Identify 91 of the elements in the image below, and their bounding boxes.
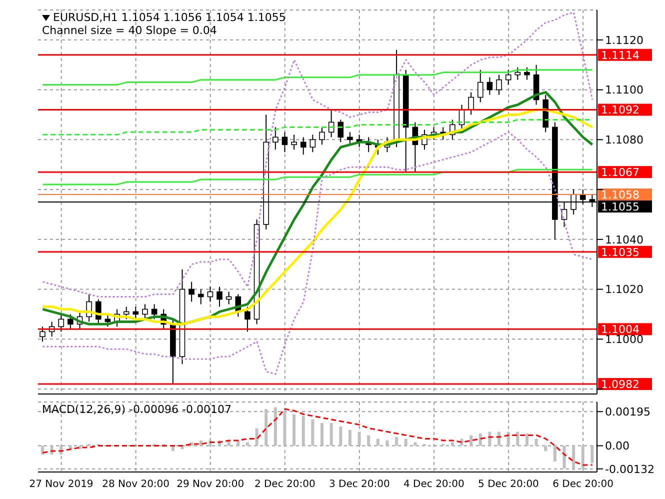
bar <box>274 407 277 446</box>
candlestick <box>198 288 204 305</box>
bar <box>470 435 473 446</box>
candlestick <box>244 306 250 332</box>
bar <box>572 446 576 470</box>
bar <box>478 434 482 446</box>
candlestick <box>338 119 344 143</box>
bar <box>283 410 286 446</box>
candlestick <box>40 326 46 342</box>
candlestick <box>291 134 297 150</box>
x-tick-label: 29 Nov 20:00 <box>176 479 244 490</box>
candlestick <box>207 286 214 302</box>
x-tick-label: 4 Dec 20:00 <box>404 479 464 490</box>
candlestick <box>142 304 148 320</box>
bar <box>367 435 370 446</box>
text: Channel size = 40 Slope = 0.04 <box>42 24 218 37</box>
x-tick-label: 27 Nov 2019 <box>29 479 94 490</box>
bar <box>180 446 184 450</box>
line-series <box>42 131 594 375</box>
candlestick <box>151 304 158 320</box>
bar <box>488 432 492 446</box>
bar <box>516 432 520 446</box>
bar <box>255 428 258 446</box>
candlestick <box>68 314 74 330</box>
ref-line-label: 1.1067 <box>601 166 640 180</box>
bar <box>534 438 538 446</box>
candlestick <box>496 74 502 96</box>
y-tick-label: 1.1100 <box>605 84 644 97</box>
bar <box>386 440 389 446</box>
candlestick <box>272 126 278 150</box>
candlestick <box>514 66 521 80</box>
y-tick-label: 0.00 <box>605 440 630 453</box>
ref-line-label: 1.0982 <box>601 378 640 392</box>
bar <box>553 446 556 462</box>
candlestick <box>300 136 306 156</box>
ref-line-label: 1.1035 <box>601 246 640 259</box>
candlestick <box>282 132 288 153</box>
y-tick-label: 0.00195 <box>605 406 650 419</box>
candlestick <box>524 66 530 80</box>
candlestick <box>505 69 512 86</box>
bar <box>264 409 268 446</box>
chart-title: EURUSD,H1 1.1054 1.1056 1.1054 1.1055 <box>53 11 286 24</box>
ref-line-label: 1.1114 <box>601 48 640 62</box>
bar <box>199 440 202 446</box>
candlestick <box>188 281 194 302</box>
candlestick <box>58 314 64 332</box>
ref-line-label: 1.1058 <box>601 188 640 202</box>
y-tick-label: 1.1040 <box>605 233 644 246</box>
x-tick-label: 5 Dec 20:00 <box>478 479 539 490</box>
bar <box>376 438 380 446</box>
bar <box>404 438 408 446</box>
bar <box>414 442 417 446</box>
bar <box>525 434 528 446</box>
bar <box>544 446 548 451</box>
bar <box>246 442 249 446</box>
bar <box>311 420 314 446</box>
y-tick-label: -0.00132 <box>605 462 654 476</box>
candlestick <box>310 134 316 153</box>
bar <box>292 414 296 446</box>
bar <box>590 446 594 464</box>
bar <box>302 416 305 446</box>
chart-title: MACD(12,26,9) -0.00096 -0.00107 <box>42 403 232 416</box>
candlestick <box>477 69 484 103</box>
candlestick <box>319 126 325 146</box>
x-tick-label: 6 Dec 20:00 <box>552 479 614 490</box>
x-tick-label: 3 Dec 20:00 <box>328 479 390 490</box>
bar <box>358 432 361 446</box>
bar <box>78 446 82 450</box>
bar <box>581 446 584 468</box>
y-tick-label: 1.1120 <box>605 34 644 47</box>
candlestick <box>347 132 353 146</box>
y-tick-label: 1.1080 <box>605 134 644 147</box>
candlestick <box>468 92 474 116</box>
line-series <box>42 69 594 86</box>
ref-line-label: 1.1092 <box>601 104 640 117</box>
bar <box>450 442 454 446</box>
candlestick <box>216 286 222 308</box>
bar <box>339 426 342 446</box>
x-tick-label: 28 Nov 20:00 <box>102 479 170 490</box>
y-tick-label: 1.1020 <box>605 283 644 296</box>
bar <box>395 437 398 446</box>
bar <box>320 423 324 446</box>
bar <box>348 430 352 446</box>
candlestick <box>486 76 493 96</box>
ref-line-label: 1.1055 <box>601 200 640 214</box>
bar <box>562 446 566 468</box>
bar <box>460 438 464 446</box>
bar <box>506 432 510 446</box>
x-tick-label: 2 Dec 20:00 <box>254 479 316 490</box>
bar <box>330 423 333 446</box>
line-series <box>42 12 594 298</box>
